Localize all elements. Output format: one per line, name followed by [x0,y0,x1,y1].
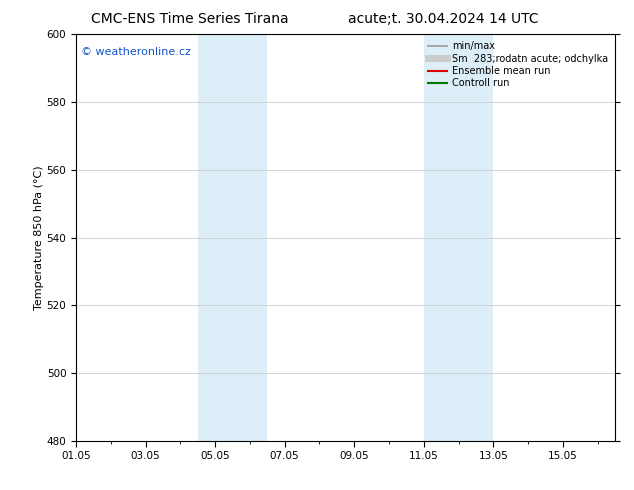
Text: CMC-ENS Time Series Tirana: CMC-ENS Time Series Tirana [91,12,289,26]
Bar [424,34,493,441]
Y-axis label: Temperature 850 hPa (°C): Temperature 850 hPa (°C) [34,165,44,310]
Text: acute;t. 30.04.2024 14 UTC: acute;t. 30.04.2024 14 UTC [349,12,539,26]
Legend: min/max, Sm  283;rodatn acute; odchylka, Ensemble mean run, Controll run: min/max, Sm 283;rodatn acute; odchylka, … [426,39,610,90]
Bar [198,34,268,441]
Text: © weatheronline.cz: © weatheronline.cz [81,47,191,56]
